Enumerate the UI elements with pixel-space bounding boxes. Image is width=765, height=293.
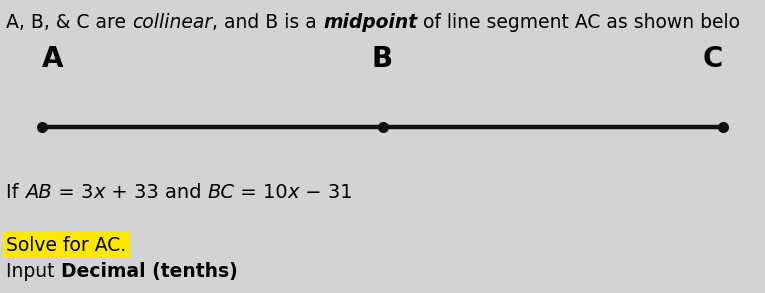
- Text: C: C: [702, 45, 723, 73]
- Text: − 31: − 31: [299, 183, 353, 202]
- Text: If: If: [6, 183, 25, 202]
- Text: of line segment AC as shown belo: of line segment AC as shown belo: [417, 13, 741, 32]
- Text: , and B is a: , and B is a: [212, 13, 323, 32]
- Text: midpoint: midpoint: [323, 13, 417, 32]
- Text: BC: BC: [207, 183, 234, 202]
- Text: A: A: [42, 45, 63, 73]
- Text: A, B, & C are: A, B, & C are: [6, 13, 132, 32]
- Text: x: x: [93, 183, 105, 202]
- Text: Decimal (tenths): Decimal (tenths): [60, 262, 237, 281]
- Text: = 3: = 3: [52, 183, 93, 202]
- Text: AB: AB: [25, 183, 52, 202]
- Text: collinear: collinear: [132, 13, 212, 32]
- Text: x: x: [288, 183, 299, 202]
- Text: + 33 and: + 33 and: [105, 183, 207, 202]
- Text: Input: Input: [6, 262, 60, 281]
- Text: = 10: = 10: [234, 183, 288, 202]
- Text: Solve for AC.: Solve for AC.: [6, 236, 126, 255]
- Text: B: B: [372, 45, 393, 73]
